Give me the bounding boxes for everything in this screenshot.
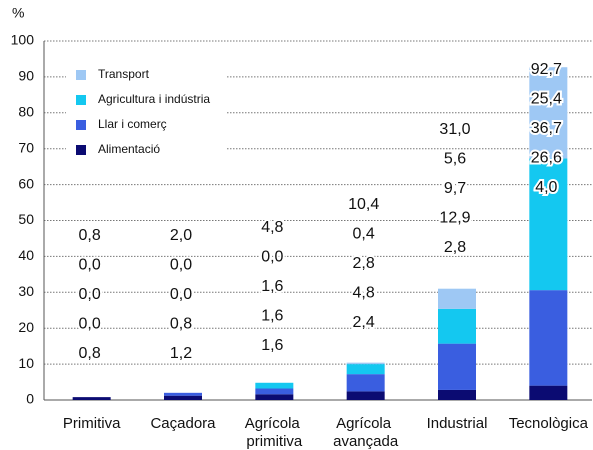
bar-segment (346, 362, 385, 365)
legend-label: Transport (98, 67, 150, 81)
x-tick-label: Agrícola avançada (333, 415, 399, 450)
y-tick-label: 80 (18, 104, 34, 120)
total-label: 4,8 (261, 219, 283, 236)
value-label: 1,2 (170, 345, 192, 362)
x-tick-label-line: Agrícola (336, 415, 395, 432)
value-label: 1,6 (261, 337, 283, 354)
value-label: 0,0 (261, 249, 283, 266)
x-tick-label: Tecnològica (509, 415, 589, 432)
y-tick-label: 40 (18, 247, 34, 263)
legend-label: Agricultura i indústria (98, 92, 210, 106)
y-axis-label: % (12, 5, 24, 21)
value-label: 2,4 (353, 314, 375, 331)
x-tick-label: Caçadora (150, 415, 216, 432)
bar-segment (438, 288, 476, 309)
x-tick-label: Primitiva (63, 415, 121, 432)
y-tick-label: 100 (11, 32, 35, 48)
x-tick-label-line: primitiva (246, 433, 302, 450)
total-label: 0,8 (79, 227, 101, 244)
x-tick-label: Agrícola primitiva (245, 415, 304, 450)
legend-swatch (76, 145, 86, 155)
y-tick-label: 70 (18, 139, 34, 155)
y-tick-label: 60 (18, 175, 34, 191)
legend-label: Llar i comerç (98, 117, 167, 131)
bar-segment (438, 308, 476, 344)
bar-segment (255, 382, 294, 389)
value-label: 2,8 (353, 255, 375, 272)
legend-label: Alimentació (98, 142, 160, 156)
y-tick-label: 50 (18, 211, 34, 227)
value-label: 4,8 (353, 285, 375, 302)
x-tick-label: Industrial (427, 415, 488, 432)
value-label: 0,8 (79, 345, 101, 362)
bar-segment (346, 364, 385, 375)
legend-swatch (76, 95, 86, 105)
value-label: 36,7 (531, 120, 562, 137)
total-label: 2,0 (170, 227, 192, 244)
value-label: 0,8 (170, 316, 192, 333)
total-label: 10,4 (348, 196, 379, 213)
y-tick-label: 30 (18, 283, 34, 299)
value-label: 2,8 (444, 239, 466, 256)
value-label: 1,6 (261, 308, 283, 325)
bar-segment (164, 395, 202, 400)
value-label: 5,6 (444, 151, 466, 168)
x-tick-label-line: Agrícola (245, 415, 304, 432)
legend-swatch (76, 120, 86, 130)
y-tick-label: 0 (26, 391, 34, 407)
bar-segment (255, 394, 294, 400)
bar-segment (529, 158, 568, 291)
value-label: 12,9 (439, 210, 470, 227)
total-label: 31,0 (439, 121, 470, 138)
legend-bg (66, 62, 226, 162)
bar-segment (164, 392, 202, 396)
value-label: 1,6 (261, 278, 283, 295)
value-label: 0,0 (79, 257, 101, 274)
bar-segment (438, 389, 476, 400)
bar-segment (529, 385, 568, 400)
bar-segment (72, 397, 111, 400)
bar-segment (529, 290, 568, 386)
value-label: 0,0 (79, 286, 101, 303)
value-label: 0,4 (353, 226, 375, 243)
y-tick-label: 20 (18, 319, 34, 335)
value-label: 26,6 (531, 150, 562, 167)
value-label: 0,0 (170, 257, 192, 274)
value-label: 4,0 (535, 179, 557, 196)
bar-segment (255, 388, 294, 395)
bar-segment (438, 343, 476, 390)
bar-segment (529, 67, 568, 159)
total-label: 92,7 (531, 61, 562, 78)
value-label: 0,0 (79, 316, 101, 333)
y-tick-label: 90 (18, 68, 34, 84)
value-label: 25,4 (531, 91, 562, 108)
bar-segment (346, 391, 385, 400)
value-label: 0,0 (170, 286, 192, 303)
y-tick-label: 10 (18, 355, 34, 371)
bar-segment (346, 374, 385, 392)
legend-swatch (76, 70, 86, 80)
value-label: 9,7 (444, 180, 466, 197)
x-tick-label-line: avançada (333, 433, 399, 450)
